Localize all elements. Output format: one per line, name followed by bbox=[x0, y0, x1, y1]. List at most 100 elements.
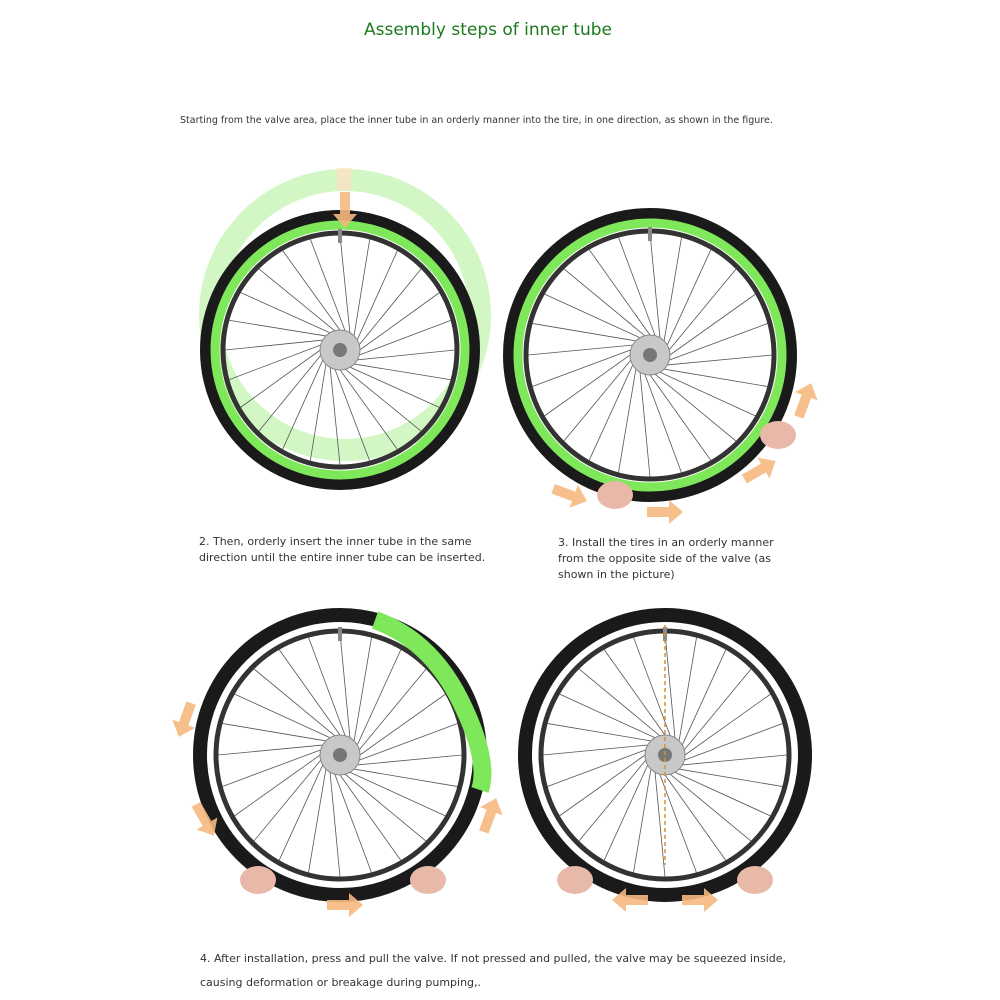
arrow-shape bbox=[333, 192, 357, 228]
hand-shape bbox=[760, 421, 796, 449]
spoke bbox=[675, 668, 752, 761]
spoke bbox=[234, 747, 331, 817]
spoke bbox=[344, 349, 456, 362]
arrow-shape bbox=[479, 798, 503, 834]
inner-tube-partial bbox=[371, 611, 492, 793]
spoke bbox=[633, 637, 676, 749]
spoke bbox=[618, 356, 639, 473]
direction-arrow-icon bbox=[682, 888, 718, 912]
spoke bbox=[642, 364, 712, 461]
spoke bbox=[309, 238, 351, 344]
spoke bbox=[544, 293, 652, 344]
spoke bbox=[282, 348, 329, 450]
step-3-text: 3. Install the tires in an orderly manne… bbox=[558, 536, 774, 581]
spoke bbox=[253, 668, 346, 745]
down-arrow-icon bbox=[333, 192, 357, 228]
wheel-icon bbox=[518, 608, 812, 902]
spoke bbox=[309, 351, 329, 462]
hand-shape bbox=[597, 481, 633, 509]
arrow-shape bbox=[682, 888, 718, 912]
arrow-shape bbox=[612, 888, 648, 912]
direction-arrow-icon bbox=[172, 701, 196, 737]
spoke bbox=[654, 354, 773, 367]
spoke bbox=[563, 268, 656, 345]
spoke bbox=[351, 238, 371, 349]
spoke bbox=[544, 347, 641, 417]
arrow-shape bbox=[327, 893, 363, 917]
spoke bbox=[349, 292, 440, 358]
spoke bbox=[547, 723, 664, 744]
spoke bbox=[328, 759, 341, 878]
spoke bbox=[648, 366, 756, 417]
spoke bbox=[559, 747, 656, 817]
tire bbox=[518, 608, 812, 902]
direction-arrow-icon bbox=[612, 888, 648, 912]
spoke bbox=[559, 693, 667, 744]
direction-arrow-icon bbox=[794, 383, 818, 419]
spoke bbox=[278, 753, 329, 861]
spoke bbox=[332, 359, 398, 450]
spoke bbox=[234, 693, 342, 744]
spoke bbox=[334, 360, 422, 432]
hand-shape bbox=[240, 866, 276, 894]
spoke bbox=[660, 268, 737, 361]
spoke bbox=[639, 361, 682, 473]
spoke bbox=[222, 723, 339, 744]
hub-axle bbox=[333, 343, 347, 357]
hand-shape bbox=[410, 866, 446, 894]
spoke bbox=[638, 359, 651, 478]
spoke bbox=[346, 723, 458, 766]
hub-axle bbox=[643, 348, 657, 362]
spoke bbox=[663, 766, 771, 817]
spoke bbox=[671, 723, 783, 766]
spoke bbox=[532, 323, 649, 344]
spoke bbox=[329, 761, 372, 873]
spoke bbox=[661, 237, 682, 354]
spoke bbox=[308, 756, 329, 873]
spoke bbox=[676, 649, 727, 757]
spoke bbox=[633, 756, 654, 873]
spoke bbox=[542, 743, 661, 756]
spoke bbox=[669, 754, 788, 767]
spoke bbox=[644, 365, 737, 442]
spoke bbox=[253, 749, 330, 842]
spoke bbox=[341, 766, 458, 787]
arrow-shape bbox=[647, 500, 683, 524]
hand-icon bbox=[737, 866, 773, 894]
hand-icon bbox=[760, 421, 796, 449]
valve bbox=[338, 229, 342, 243]
arrow-shape bbox=[191, 801, 218, 836]
direction-arrow-icon bbox=[741, 457, 776, 484]
hand-shape bbox=[557, 866, 593, 894]
spoke bbox=[278, 649, 348, 746]
spoke bbox=[338, 361, 440, 408]
spoke bbox=[346, 319, 452, 361]
spoke bbox=[217, 743, 336, 756]
spoke bbox=[350, 268, 422, 356]
intro-text: Starting from the valve area, place the … bbox=[180, 115, 773, 126]
spoke bbox=[666, 766, 783, 787]
spoke bbox=[578, 749, 655, 842]
spoke bbox=[603, 649, 673, 746]
direction-arrow-icon bbox=[191, 801, 218, 836]
spoke bbox=[656, 323, 768, 366]
page-title: Assembly steps of inner tube bbox=[364, 20, 612, 40]
spoke bbox=[659, 765, 752, 842]
arrow-shape bbox=[741, 457, 776, 484]
spoke bbox=[588, 249, 658, 346]
spoke bbox=[344, 754, 463, 767]
spoke bbox=[341, 361, 452, 381]
hand-icon bbox=[240, 866, 276, 894]
hand-shape bbox=[737, 866, 773, 894]
spoke bbox=[339, 234, 352, 346]
direction-arrow-icon bbox=[327, 893, 363, 917]
direction-arrow-icon bbox=[551, 484, 587, 508]
spoke bbox=[258, 344, 330, 432]
inner-tube bbox=[210, 220, 470, 480]
spoke bbox=[547, 744, 659, 787]
hand-icon bbox=[597, 481, 633, 509]
arrow-icon bbox=[337, 168, 351, 190]
spoke bbox=[657, 764, 727, 861]
spoke bbox=[308, 637, 351, 749]
spoke bbox=[603, 753, 654, 861]
